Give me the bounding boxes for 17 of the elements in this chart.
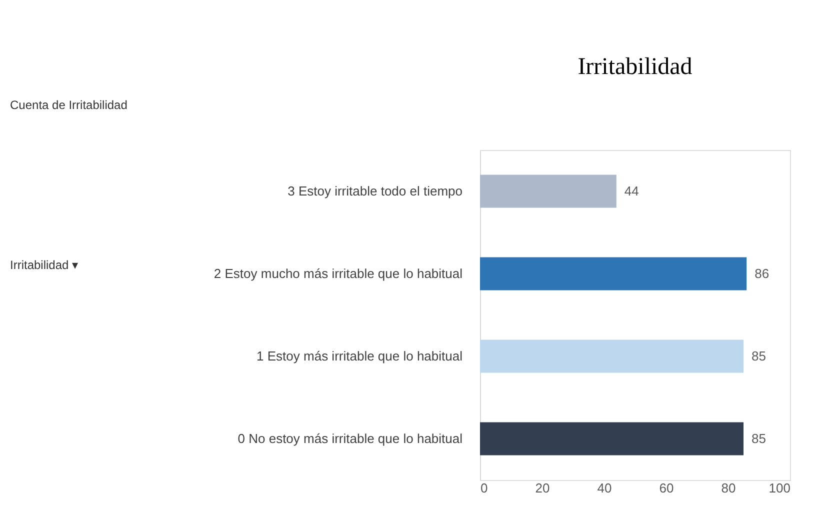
y-tick-label: 1 Estoy más irritable que lo habitual — [256, 348, 463, 364]
chart-title: Irritabilidad — [578, 54, 692, 80]
text: Irritabilidad ▾ — [10, 258, 78, 272]
y-tick-label: 3 Estoy irritable todo el tiempo — [288, 183, 462, 198]
text: Cuenta de Irritabilidad — [10, 98, 128, 112]
y-tick-label: 2 Estoy mucho más irritable que lo habitual — [214, 266, 463, 281]
data-label: 44 — [624, 183, 639, 198]
x-tick-label: 40 — [597, 480, 612, 496]
x-tick-label: 60 — [659, 480, 674, 496]
y-tick-label: 0 No estoy más irritable que lo habitual — [238, 430, 463, 446]
data-label: 86 — [754, 266, 770, 281]
x-tick-label: 100 — [768, 480, 790, 496]
data-label: 85 — [752, 348, 766, 364]
x-tick-label: 0 — [480, 480, 488, 496]
data-label: 85 — [752, 430, 766, 446]
x-tick-label: 20 — [535, 480, 550, 496]
x-tick-label: 80 — [721, 480, 736, 496]
